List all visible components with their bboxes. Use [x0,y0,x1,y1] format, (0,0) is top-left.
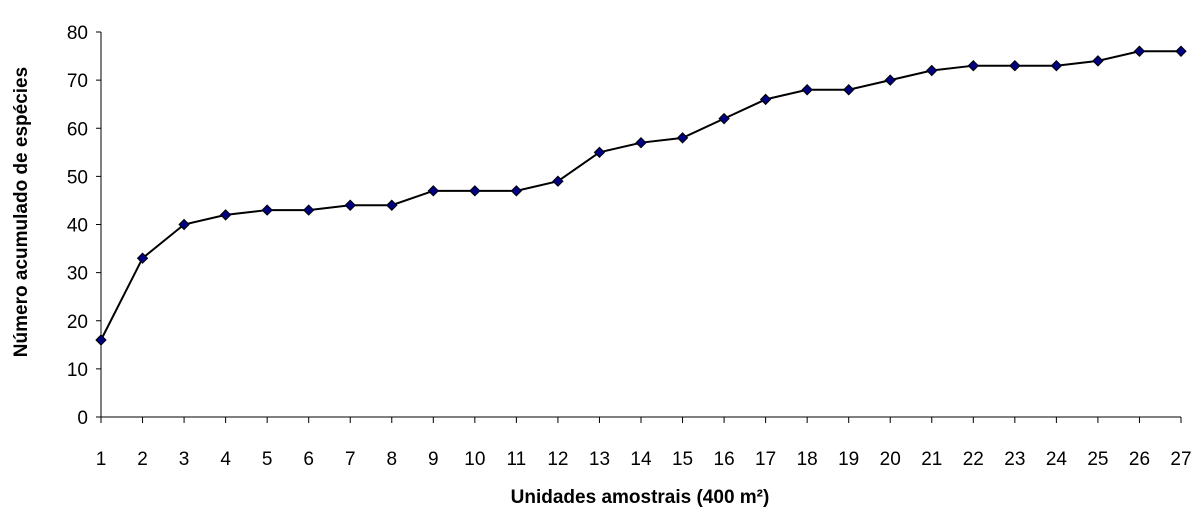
data-point-marker [386,199,398,211]
data-point-marker [95,334,107,346]
data-point-marker [344,199,356,211]
series-line [100,50,1181,341]
data-point-marker [219,209,232,221]
x-tick-label: 3 [179,449,190,470]
x-tick-label: 24 [1046,449,1068,470]
data-point-marker [842,84,855,96]
x-tick-label: 18 [797,449,818,470]
x-tick-label: 14 [630,449,652,470]
x-tick-label: 10 [464,449,485,470]
data-point-marker [593,146,606,159]
x-tick-label: 17 [755,449,776,470]
data-point-marker [302,204,315,216]
x-tick-label: 7 [345,449,356,470]
x-tick-label: 23 [1004,449,1025,470]
y-tick-label: 0 [77,408,88,429]
data-point-marker [635,136,647,149]
data-point-marker [967,59,980,72]
x-tick-label: 6 [303,449,314,470]
x-tick-label: 20 [880,449,901,470]
y-tick-label: 80 [67,23,88,44]
x-axis: 1 2 3 4 5 6 7 8 9 10 11 12 13 14 15 16 17 18 19 20 21 22 23 24 2… [96,416,1192,470]
y-tick-label: 70 [67,71,88,92]
y-axis-title: Número acumulado de espécies [11,67,32,357]
data-point-marker [136,252,149,264]
data-point-marker [1092,55,1104,67]
y-tick-label: 30 [67,264,88,285]
y-tick-label: 40 [67,216,88,237]
data-point-marker [1175,45,1187,57]
x-tick-label: 2 [137,449,148,470]
data-point-marker [926,64,938,77]
x-tick-label: 1 [96,449,107,470]
data-point-marker [178,218,190,231]
x-tick-label: 21 [921,449,942,470]
data-point-marker [676,132,689,144]
data-point-marker [1050,59,1063,72]
x-tick-label: 25 [1087,449,1108,470]
x-tick-label: 16 [714,449,735,470]
plot-series [95,45,1187,346]
x-axis-title: Unidades amostrais (400 m²) [511,487,770,508]
data-point-marker [510,185,523,197]
y-tick-label: 10 [67,360,88,381]
x-tick-label: 27 [1170,449,1191,470]
x-tick-label: 26 [1129,449,1150,470]
data-point-marker [1133,45,1146,57]
x-tick-label: 5 [262,449,273,470]
x-tick-label: 15 [672,449,693,470]
data-point-marker [552,175,564,187]
data-point-marker [469,185,481,197]
data-point-marker [1009,59,1021,72]
data-point-marker [718,112,730,125]
x-tick-label: 22 [963,449,984,470]
y-tick-label: 60 [67,119,88,140]
data-point-marker [884,74,896,86]
y-tick-label: 20 [67,312,88,333]
x-tick-label: 12 [547,449,568,470]
data-point-marker [261,204,273,216]
y-axis: 0 10 20 30 40 50 60 70 80 [67,23,102,429]
data-point-marker [801,84,813,96]
y-tick-label: 50 [67,167,88,188]
x-tick-label: 9 [428,449,439,470]
data-point-marker [427,185,440,197]
x-tick-label: 4 [220,449,231,470]
x-tick-label: 11 [507,449,527,470]
x-tick-label: 19 [838,449,859,470]
x-tick-label: 8 [386,449,397,470]
x-tick-label: 13 [589,449,610,470]
data-point-marker [759,93,772,106]
